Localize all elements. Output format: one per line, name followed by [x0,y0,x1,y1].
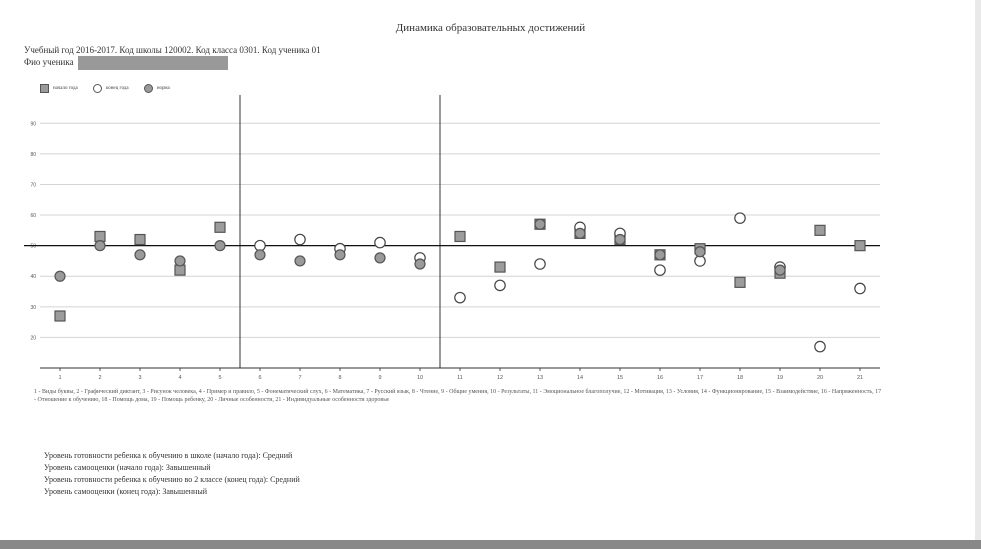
point-norm [214,240,226,252]
levels-summary: Уровень готовности ребенка к обучению в … [44,450,300,498]
chart-title: Динамика образовательных достижений [395,22,586,34]
y-tick-label: 30 [30,305,36,311]
x-tick-label: 9 [378,375,381,381]
point-start [494,261,506,273]
point-end [734,212,746,224]
x-tick-label: 17 [697,375,703,381]
level-line-2: Уровень самооценки (начало года): Завыше… [44,463,211,472]
filled-circle-marker-icon [143,84,153,93]
point-end [374,236,386,249]
legend-label-start: начало года [53,86,78,91]
point-start [814,224,826,236]
x-tick-label: 6 [258,375,261,381]
school-year-info: Учебный год 2016-2017. Код школы 120002.… [24,45,321,55]
x-tick-label: 14 [577,375,583,381]
x-tick-label: 11 [457,375,463,381]
point-norm [294,255,306,267]
point-norm [334,249,346,261]
point-norm [534,218,546,230]
point-end [854,282,866,295]
open-circle-marker-icon [93,84,103,93]
point-norm [694,246,706,258]
x-tick-label: 16 [657,375,663,381]
x-tick-label: 1 [58,375,61,381]
x-tick-label: 4 [178,375,181,381]
point-norm [254,249,266,261]
legend-item-end: конец года [93,84,129,93]
point-start [94,230,106,243]
point-norm [774,264,786,276]
x-tick-label: 15 [617,375,623,381]
point-norm [574,227,586,240]
point-norm [614,233,626,246]
y-tick-label: 40 [30,274,36,280]
x-tick-label: 5 [218,375,221,381]
legend-item-norm: норма [143,84,170,93]
x-tick-label: 2 [98,375,101,381]
point-norm [174,255,186,267]
scrollbar-track[interactable] [975,0,981,540]
student-name-row: Фио ученика [24,56,321,70]
point-start [854,240,866,252]
x-tick-label: 12 [497,375,503,381]
point-end [654,264,666,276]
square-marker-icon [40,84,49,93]
x-tick-label: 10 [417,375,423,381]
point-start [734,276,746,288]
point-end [534,258,546,270]
window-bottom-bar [0,540,981,549]
point-end [454,291,466,304]
point-norm [414,258,426,270]
x-tick-label: 7 [298,375,301,381]
point-norm [94,240,106,252]
student-name-label: Фио ученика [24,57,74,68]
point-norm [374,252,386,264]
x-tick-label: 20 [817,375,823,381]
y-tick-label: 90 [30,121,36,127]
legend-label-norm: норма [156,86,170,91]
point-start [174,264,186,276]
point-end [294,233,306,246]
point-start [134,233,146,246]
y-tick-label: 60 [30,213,36,219]
x-tick-label: 18 [737,375,743,381]
legend-item-start: начало года [40,84,78,93]
chart-legend: начало года конец года норма [40,84,184,95]
x-tick-label: 21 [857,375,863,381]
x-tick-label: 3 [138,375,141,381]
y-tick-label: 70 [30,182,36,188]
student-info: Учебный год 2016-2017. Код школы 120002.… [24,44,321,70]
point-end [494,279,506,292]
x-tick-label: 8 [338,375,341,381]
point-start [454,230,466,243]
y-tick-label: 50 [30,244,36,250]
point-start [214,221,226,233]
point-norm [654,249,666,261]
redacted-name-block [77,56,228,70]
legend-label-end: конец года [106,86,129,91]
x-tick-label: 19 [777,375,783,381]
level-line-1: Уровень готовности ребенка к обучению в … [44,451,293,460]
x-tick-label: 13 [537,375,543,381]
indicator-footnote: 1 - Виды буквы, 2 - Графический диктант,… [34,389,882,403]
point-end [814,340,826,353]
point-start [54,310,66,322]
level-line-3: Уровень готовности ребенка к обучению во… [44,475,300,484]
level-line-4: Уровень самооценки (конец года): Завышен… [44,487,207,496]
point-norm [54,270,66,282]
y-tick-label: 20 [30,335,36,341]
point-norm [134,249,146,261]
y-tick-label: 80 [30,152,36,158]
